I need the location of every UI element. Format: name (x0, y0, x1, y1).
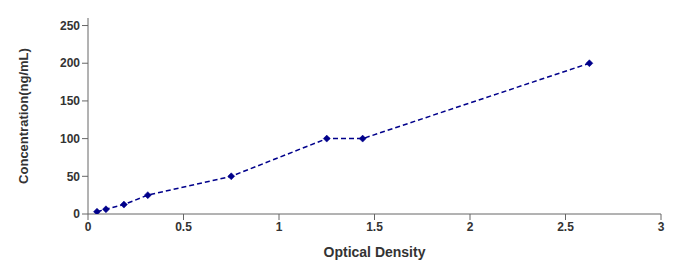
svg-text:200: 200 (60, 56, 80, 70)
svg-text:1: 1 (276, 220, 283, 234)
svg-text:0.5: 0.5 (175, 220, 192, 234)
svg-text:150: 150 (60, 94, 80, 108)
svg-text:Optical Density: Optical Density (324, 244, 426, 260)
svg-text:3: 3 (658, 220, 665, 234)
svg-text:100: 100 (60, 132, 80, 146)
svg-text:Concentration(ng/mL): Concentration(ng/mL) (16, 48, 31, 184)
svg-text:2.5: 2.5 (557, 220, 574, 234)
svg-text:250: 250 (60, 19, 80, 33)
svg-text:2: 2 (467, 220, 474, 234)
svg-text:1.5: 1.5 (366, 220, 383, 234)
svg-text:0: 0 (85, 220, 92, 234)
svg-text:50: 50 (67, 170, 81, 184)
svg-text:0: 0 (73, 207, 80, 221)
